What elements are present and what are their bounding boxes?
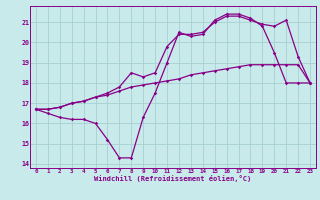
X-axis label: Windchill (Refroidissement éolien,°C): Windchill (Refroidissement éolien,°C) — [94, 175, 252, 182]
